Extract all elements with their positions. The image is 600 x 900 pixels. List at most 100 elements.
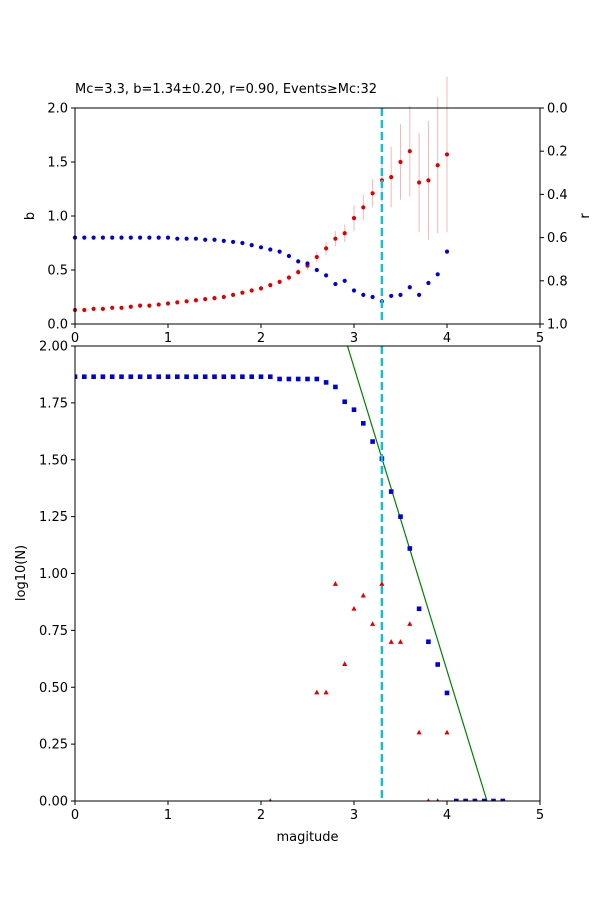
top-r-point [165, 235, 171, 240]
top-b-point [296, 270, 301, 275]
bottom-cumulative-point [426, 639, 431, 645]
top-x-tick-label: 0 [71, 331, 79, 346]
bottom-noncumulative-point [407, 621, 413, 626]
top-b-point [138, 303, 143, 308]
bottom-cumulative-point [249, 374, 254, 380]
top-r-point [193, 236, 198, 241]
top-b-point [184, 299, 189, 304]
top-chart: Mc=3.3, b=1.34±0.20, r=0.90, Events≥Mc:3… [23, 76, 593, 346]
bottom-cumulative-point [137, 374, 143, 380]
top-r-point [361, 292, 366, 297]
bottom-chart-series [75, 374, 506, 801]
top-y-tick-right-label: 1.0 [547, 318, 568, 333]
bottom-y-tick-label: 0.25 [39, 738, 68, 753]
bottom-cumulative-point [398, 514, 403, 519]
top-r-point [389, 293, 394, 299]
bottom-y-tick-label: 2.00 [39, 340, 68, 355]
top-y-tick-label: 1.5 [47, 156, 68, 171]
top-b-point [165, 301, 171, 306]
bottom-cumulative-point [370, 439, 375, 444]
bottom-noncumulative-point [332, 581, 338, 586]
top-y-tick-right-label: 0.6 [547, 231, 568, 246]
bottom-x-tick-label: 1 [164, 808, 172, 823]
bottom-cumulative-point [351, 407, 357, 412]
top-y-tick-right-label: 0.4 [547, 188, 568, 203]
bottom-y-tick-label: 1.00 [39, 567, 68, 582]
top-y-tick-label: 0.0 [47, 318, 68, 333]
bottom-cumulative-point [407, 546, 413, 551]
bottom-cumulative-point [268, 374, 273, 380]
top-b-point [277, 279, 282, 284]
top-r-point [351, 288, 357, 293]
top-y-tick-label: 2.0 [47, 102, 68, 117]
top-r-point [398, 292, 403, 297]
bottom-cumulative-point [500, 798, 506, 801]
bottom-cumulative-point [491, 798, 496, 801]
top-b-point [417, 180, 422, 185]
top-b-point [156, 302, 161, 307]
bottom-cumulative-point [184, 374, 189, 380]
bottom-cumulative-point [305, 376, 310, 382]
bottom-cumulative-point [323, 380, 329, 385]
top-b-point [100, 306, 105, 311]
bottom-cumulative-point [165, 374, 171, 380]
top-b-point [110, 305, 115, 310]
bottom-noncumulative-point [397, 639, 404, 644]
bottom-cumulative-point [175, 374, 180, 380]
top-r-point [342, 278, 347, 283]
bottom-cumulative-point [258, 374, 264, 380]
top-b-point [147, 303, 152, 308]
bottom-y-tick-label: 1.50 [39, 453, 68, 468]
top-x-tick-label: 3 [350, 331, 358, 346]
bottom-cumulative-point [240, 374, 245, 380]
bottom-cumulative-point [109, 374, 115, 380]
top-r-point [91, 235, 96, 240]
top-r-point [333, 281, 338, 287]
top-b-point [389, 175, 394, 180]
top-b-point [249, 288, 254, 293]
bottom-y-tick-label: 0.50 [39, 681, 68, 696]
top-r-point [324, 273, 329, 278]
bottom-chart-plot [75, 346, 506, 801]
bottom-cumulative-point [472, 798, 478, 801]
top-b-point [324, 246, 329, 251]
top-b-point [370, 191, 375, 196]
top-r-point [426, 280, 431, 286]
top-b-point [221, 294, 226, 300]
top-b-point [82, 307, 87, 313]
bottom-cumulative-point [314, 376, 320, 382]
top-r-point [305, 261, 310, 266]
top-r-point [314, 267, 319, 273]
top-r-point [138, 235, 143, 240]
bottom-noncumulative-point [268, 798, 272, 801]
bottom-y-tick-label: 1.75 [39, 396, 68, 411]
top-b-point [240, 290, 245, 295]
bottom-cumulative-point [75, 374, 78, 380]
top-y-tick-label: 0.5 [47, 264, 68, 279]
top-b-point [203, 297, 208, 302]
top-b-point [444, 152, 450, 157]
bottom-y-tick-label: 1.25 [39, 510, 68, 525]
top-y-ticks: 0.0 0.5 1.0 1.5 2.0 [47, 102, 75, 333]
top-x-ticks: 0 1 2 3 4 5 [71, 324, 544, 346]
top-b-point [342, 231, 347, 236]
bottom-cumulative-point [342, 399, 347, 405]
top-r-point [128, 235, 133, 240]
top-x-tick-label: 1 [164, 331, 172, 346]
bottom-cumulative-point [444, 690, 450, 696]
top-r-point [370, 294, 375, 300]
bottom-noncumulative-point [360, 592, 366, 598]
top-r-point [221, 238, 226, 243]
bottom-noncumulative-point [416, 729, 422, 735]
bottom-cumulative-point [333, 384, 338, 390]
top-y-tick-right-label: 0.0 [547, 102, 568, 117]
bottom-noncumulative-point [314, 689, 320, 695]
top-r-point [184, 236, 189, 241]
bottom-cumulative-point [193, 374, 199, 380]
top-b-point [258, 286, 264, 291]
bottom-noncumulative-point [444, 729, 450, 735]
bottom-noncumulative-point [426, 798, 430, 801]
top-b-point [426, 178, 431, 183]
top-y-label-right: r [578, 213, 593, 219]
